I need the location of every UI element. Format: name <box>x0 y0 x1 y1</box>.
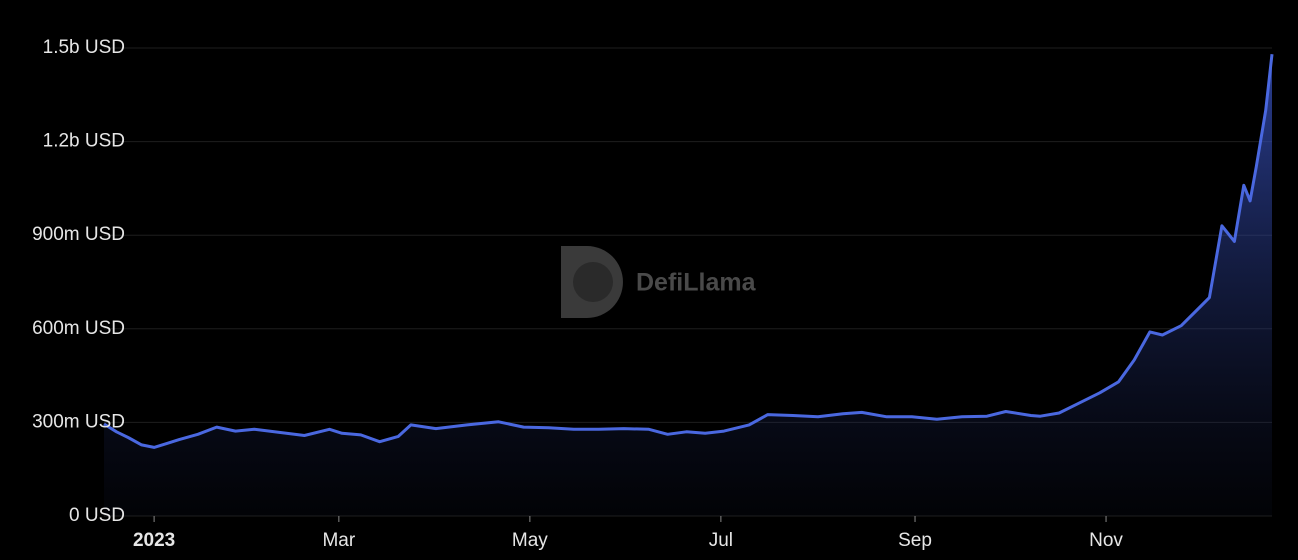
x-tick-label: May <box>512 530 548 551</box>
x-tick-label: Nov <box>1089 530 1123 551</box>
line <box>103 54 1274 449</box>
area-fill <box>104 54 1272 516</box>
y-tick-label: 1.5b USD <box>43 37 125 58</box>
watermark-logo <box>561 246 623 318</box>
y-tick-label: 300m USD <box>32 411 125 432</box>
y-tick-label: 900m USD <box>32 224 125 245</box>
x-tick-label: Mar <box>322 530 355 551</box>
y-tick-label: 600m USD <box>32 318 125 339</box>
y-tick-label: 0 USD <box>69 505 125 526</box>
y-tick-label: 1.2b USD <box>43 131 125 152</box>
watermark-text: DefiLlama <box>636 269 757 297</box>
x-tick-label: Jul <box>709 530 733 551</box>
x-tick-label: Sep <box>898 530 932 551</box>
x-tick-label: 2023 <box>133 530 175 551</box>
